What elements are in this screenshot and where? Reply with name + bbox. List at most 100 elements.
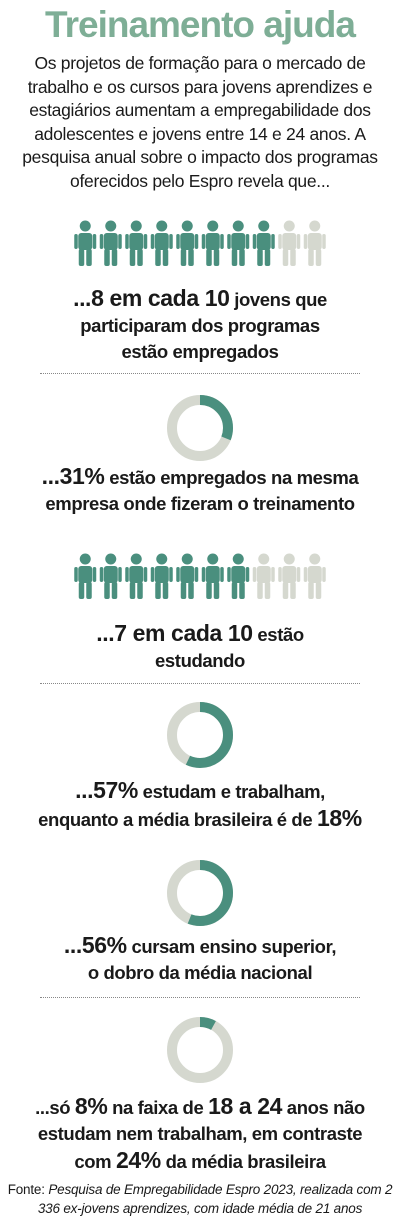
person-arm [201, 567, 206, 582]
person-head [207, 553, 219, 565]
person-filled [176, 553, 199, 599]
donut-graphic [0, 858, 400, 933]
person-arm [176, 234, 180, 249]
person-arm [271, 567, 275, 582]
title: Treinamento ajuda [45, 4, 356, 45]
pictogram-graphic [0, 553, 400, 606]
text-part: ... [75, 777, 94, 803]
person-arm [150, 567, 155, 582]
person-leg [155, 249, 161, 266]
person-body [307, 566, 322, 583]
donut-graphic [0, 393, 400, 468]
person-leg [213, 249, 220, 266]
text-line: o dobro da média nacional [0, 960, 400, 986]
divider [40, 683, 360, 684]
source-text: Pesquisa de Empregabilidade Espro 2023, … [37, 1182, 393, 1216]
text-part: cursam ensino superior, [126, 936, 337, 957]
person-leg [162, 249, 169, 266]
person-arm [125, 567, 129, 582]
person-body [78, 566, 93, 583]
text-part: estão empregados na mesma [104, 467, 359, 488]
person-body [180, 233, 195, 250]
person-leg [290, 249, 296, 266]
text-part: 57% [93, 777, 138, 803]
person-filled [227, 553, 250, 599]
person-head [258, 220, 270, 232]
item-text: ...só 8% na faixa de 18 a 24 anos não est… [0, 1093, 400, 1175]
pictogram [74, 553, 326, 599]
text-part: ... [63, 932, 82, 958]
text-part: 56% [81, 932, 127, 958]
person-head [207, 220, 219, 232]
person-head [79, 220, 91, 232]
person-head [283, 553, 295, 565]
person-head [309, 553, 321, 565]
person-leg [162, 582, 169, 599]
text-part: em cada [126, 620, 228, 646]
person-leg [180, 582, 187, 599]
source-label: Fonte: [7, 1182, 49, 1197]
text-line: ...8 em cada 10 jovens que [0, 285, 400, 313]
person-leg [78, 249, 85, 266]
person-head [258, 553, 270, 565]
item-text: ...57% estudam e trabalham, enquanto a mé… [0, 777, 400, 833]
person-filled [99, 553, 122, 599]
person-arm [322, 567, 326, 582]
person-arm [296, 567, 301, 582]
text-part: 7 [114, 620, 127, 646]
person-arm [125, 234, 129, 249]
person-arm [150, 234, 155, 249]
text-part: enquanto a média brasileira é de [38, 809, 317, 830]
pictogram-graphic [0, 220, 400, 273]
person-empty [303, 220, 326, 266]
person-body [154, 566, 169, 583]
person-filled [176, 220, 199, 266]
person-leg [86, 582, 92, 599]
donut-track [167, 1017, 233, 1083]
person-filled [150, 220, 173, 266]
text-part: ... [96, 620, 115, 646]
person-arm [245, 567, 250, 582]
text-line: com 24% da média brasileira [0, 1147, 400, 1175]
source: Fonte: Pesquisa de Empregabilidade Espro… [4, 1180, 396, 1218]
person-arm [74, 234, 78, 249]
text-part: 10 [204, 285, 230, 311]
text-part: 18 [208, 1093, 233, 1119]
person-arm [99, 567, 104, 582]
person-head [130, 220, 142, 232]
donut [167, 860, 233, 926]
person-leg [264, 249, 271, 266]
item-text: ...8 em cada 10 jovens que participaram d… [0, 285, 400, 365]
person-leg [129, 582, 136, 599]
person-arm [220, 567, 224, 582]
item-text: ...7 em cada 10 estão estudando [0, 620, 400, 674]
person-leg [282, 249, 289, 266]
text-line: estudando [0, 648, 400, 674]
person-body [103, 233, 118, 250]
person-arm [271, 234, 275, 249]
person-arm [118, 234, 122, 249]
person-leg [231, 582, 238, 599]
text-line: participaram dos programas [0, 313, 400, 339]
person-leg [111, 582, 118, 599]
person-arm [169, 234, 173, 249]
donut-arc [167, 860, 233, 926]
text-part: 8% [74, 1093, 108, 1119]
person-leg [86, 249, 92, 266]
donut-arc [167, 1017, 233, 1083]
person-body [282, 233, 297, 250]
person-leg [239, 582, 245, 599]
text-part: estudam nem trabalham, em contraste [37, 1123, 363, 1144]
person-empty [278, 220, 301, 266]
person-arm [220, 234, 224, 249]
donut [167, 702, 233, 768]
person-arm [99, 234, 104, 249]
person-leg [137, 582, 143, 599]
text-line: estão empregados [0, 339, 400, 365]
person-filled [99, 220, 122, 266]
donut-arc [167, 702, 233, 768]
person-arm [143, 234, 148, 249]
person-leg [282, 582, 289, 599]
person-leg [137, 249, 143, 266]
person-body [205, 566, 220, 583]
